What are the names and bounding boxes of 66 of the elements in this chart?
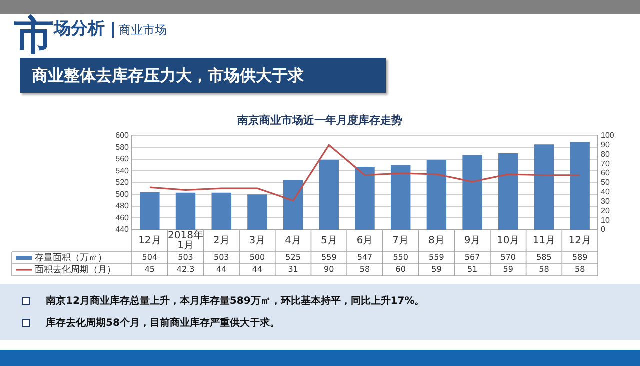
text: 商业整体去库存压力大，市场供大于求 xyxy=(20,58,386,93)
data-label: 550 xyxy=(393,253,408,262)
data-label: 570 xyxy=(500,253,516,262)
data-label: 525 xyxy=(286,253,301,262)
data-label: 567 xyxy=(464,253,480,262)
y-tick-label: 540 xyxy=(116,166,130,176)
text: 南京12月商业库存总量上升，本月库存量589万㎡，环比基本持平，同比上升17%。 xyxy=(46,294,425,308)
y2-tick-label: 20 xyxy=(601,206,610,216)
x-tick-label: 2018年1月 xyxy=(168,230,204,252)
y-tick-label: 600 xyxy=(116,131,130,140)
x-tick-label: 12月 xyxy=(138,236,162,247)
x-tick-label: 5月 xyxy=(320,236,338,247)
y2-tick-label: 10 xyxy=(601,216,610,225)
x-tick-label: 7月 xyxy=(392,236,410,247)
y2-tick-label: 70 xyxy=(601,159,610,168)
data-label: 90 xyxy=(324,265,334,274)
x-tick-label: 4月 xyxy=(285,236,302,247)
x-tick-label: 9月 xyxy=(464,236,481,247)
data-label: 45 xyxy=(144,265,156,274)
data-label: 504 xyxy=(142,253,158,262)
data-label: 585 xyxy=(536,253,552,262)
y2-tick-label: 30 xyxy=(601,196,610,206)
y2-tick-label: 50 xyxy=(601,178,610,188)
data-label: 31 xyxy=(288,265,298,274)
text: 商业市场 xyxy=(112,22,167,38)
legend-label: 存量面积（万㎡） xyxy=(35,252,107,264)
y2-tick-label: 40 xyxy=(601,188,610,197)
x-tick-label: 11月 xyxy=(532,236,556,247)
x-tick-label: 12月 xyxy=(568,236,592,247)
text: 库存去化周期58个月，目前商业库存严重供大于求。 xyxy=(46,316,280,330)
data-label: 58 xyxy=(539,265,550,274)
data-label: 547 xyxy=(357,253,373,262)
y-tick-label: 480 xyxy=(116,202,130,211)
data-label: 44 xyxy=(216,265,227,274)
data-label: 59 xyxy=(432,265,442,274)
x-tick-label: 8月 xyxy=(428,236,445,247)
y2-tick-label: 100 xyxy=(601,131,615,140)
data-label: 44 xyxy=(252,265,263,274)
data-label: 559 xyxy=(429,253,444,262)
data-label: 589 xyxy=(572,253,588,262)
y2-tick-label: 0 xyxy=(601,225,606,234)
data-label: 51 xyxy=(467,265,478,274)
x-tick-label: 2月 xyxy=(213,236,230,247)
x-tick-label: 6月 xyxy=(356,236,374,247)
y-tick-label: 460 xyxy=(116,213,130,222)
y2-tick-label: 90 xyxy=(601,140,610,150)
y-tick-label: 520 xyxy=(116,178,130,188)
data-label: 42.3 xyxy=(176,265,195,274)
y-tick-label: 580 xyxy=(116,142,130,152)
data-label: 59 xyxy=(503,265,514,274)
data-label: 503 xyxy=(178,253,194,262)
x-tick-label: 10月 xyxy=(497,236,520,247)
data-label: 60 xyxy=(396,265,406,274)
data-label: 500 xyxy=(250,253,266,262)
data-label: 503 xyxy=(214,253,230,262)
x-tick-label: 3月 xyxy=(249,236,266,247)
y-tick-label: 440 xyxy=(116,225,130,234)
y2-tick-label: 80 xyxy=(601,150,610,159)
legend-label: 面积去化周期（月） xyxy=(35,264,116,276)
y-tick-label: 500 xyxy=(116,190,130,199)
data-label: 559 xyxy=(322,253,337,262)
chart-title: 南京商业市场近一年月度库存走势 xyxy=(236,113,404,128)
data-label: 58 xyxy=(360,265,370,274)
y2-tick-label: 60 xyxy=(601,168,610,178)
data-label: 58 xyxy=(574,265,586,274)
y-tick-label: 560 xyxy=(116,154,130,164)
